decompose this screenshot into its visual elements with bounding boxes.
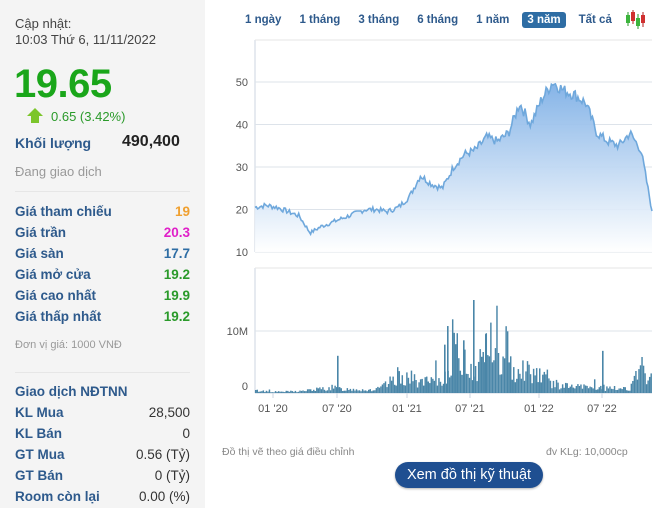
svg-text:40: 40 bbox=[236, 120, 248, 132]
svg-text:50: 50 bbox=[236, 77, 248, 89]
foreign-label: KL Bán bbox=[15, 426, 63, 441]
foreign-buy-value: GT Mua 0.56 (Tỷ) bbox=[15, 444, 190, 465]
stat-value: 19.9 bbox=[163, 288, 190, 303]
foreign-value: 0 (Tỷ) bbox=[154, 468, 190, 483]
svg-text:10: 10 bbox=[236, 247, 248, 259]
foreign-value: 0.00 (%) bbox=[138, 489, 190, 504]
stat-value: 19.2 bbox=[163, 267, 190, 282]
foreign-trading: Giao dịch NĐTNN KL Mua 28,500 KL Bán 0 G… bbox=[15, 381, 190, 507]
quote-summary-panel: Cập nhật: 10:03 Thứ 6, 11/11/2022 19.65 … bbox=[0, 0, 205, 508]
stat-ceiling-price: Giá trần 20.3 bbox=[15, 222, 190, 243]
chart-canvas[interactable]: 10 20 30 40 50 10M 0 01 '20 07 '20 01 '21 07 '21 01… bbox=[210, 36, 656, 422]
stat-reference-price: Giá tham chiếu 19 bbox=[15, 201, 190, 222]
foreign-buy-volume: KL Mua 28,500 bbox=[15, 402, 190, 423]
volume-unit-note: đv KLg: 10,000cp bbox=[546, 446, 628, 458]
svg-text:01 '20: 01 '20 bbox=[258, 403, 288, 415]
stat-value: 19 bbox=[174, 204, 190, 219]
foreign-value: 0.56 (Tỷ) bbox=[135, 447, 190, 462]
updated-label: Cập nhật: bbox=[15, 16, 72, 31]
svg-text:20: 20 bbox=[236, 205, 248, 217]
foreign-label: GT Mua bbox=[15, 447, 65, 462]
tab-1-year[interactable]: 1 năm bbox=[476, 14, 510, 26]
divider bbox=[15, 372, 190, 373]
stat-floor-price: Giá sàn 17.7 bbox=[15, 243, 190, 264]
svg-text:01 '22: 01 '22 bbox=[524, 403, 554, 415]
volume-label: Khối lượng bbox=[15, 135, 92, 151]
svg-text:10M: 10M bbox=[227, 326, 248, 338]
stat-value: 17.7 bbox=[163, 246, 190, 261]
svg-text:0: 0 bbox=[242, 381, 248, 393]
tab-3-months[interactable]: 3 tháng bbox=[358, 14, 400, 26]
volume-value: 490,400 bbox=[122, 133, 180, 150]
stat-value: 19.2 bbox=[163, 309, 190, 324]
foreign-sell-volume: KL Bán 0 bbox=[15, 423, 190, 444]
stat-label: Giá cao nhất bbox=[15, 288, 97, 303]
stat-value: 20.3 bbox=[163, 225, 190, 240]
foreign-room-remaining: Room còn lại 0.00 (%) bbox=[15, 486, 190, 507]
candlestick-icon[interactable] bbox=[625, 10, 647, 30]
stat-label: Giá mở cửa bbox=[15, 267, 91, 282]
svg-text:07 '20: 07 '20 bbox=[322, 403, 352, 415]
price-volume-chart[interactable]: 10 20 30 40 50 10M 0 01 '20 07 '20 01 '21 07 '21 01… bbox=[210, 36, 656, 422]
svg-text:07 '21: 07 '21 bbox=[455, 403, 485, 415]
price-change-value: 0.65 (3.42%) bbox=[51, 108, 126, 124]
foreign-sell-value: GT Bán 0 (Tỷ) bbox=[15, 465, 190, 486]
stat-label: Giá tham chiếu bbox=[15, 204, 112, 219]
price-change: 0.65 (3.42%) bbox=[27, 108, 125, 124]
stat-high-price: Giá cao nhất 19.9 bbox=[15, 285, 190, 306]
tab-6-months[interactable]: 6 tháng bbox=[417, 14, 459, 26]
updated-time: 10:03 Thứ 6, 11/11/2022 bbox=[15, 32, 156, 47]
tab-1-day[interactable]: 1 ngày bbox=[245, 14, 282, 26]
stat-label: Giá sàn bbox=[15, 246, 64, 261]
technical-chart-button[interactable]: Xem đồ thị kỹ thuật bbox=[395, 462, 543, 488]
foreign-value: 28,500 bbox=[148, 405, 190, 420]
price-stats: Giá tham chiếu 19 Giá trần 20.3 Giá sàn … bbox=[15, 201, 190, 327]
stat-low-price: Giá thấp nhất 19.2 bbox=[15, 306, 190, 327]
tab-3-years[interactable]: 3 năm bbox=[522, 12, 566, 28]
foreign-label: Room còn lại bbox=[15, 489, 100, 504]
trading-status: Đang giao dịch bbox=[15, 164, 102, 179]
tab-all[interactable]: Tất cả bbox=[578, 14, 612, 26]
arrow-up-icon bbox=[27, 108, 43, 124]
foreign-label: KL Mua bbox=[15, 405, 64, 420]
foreign-value: 0 bbox=[182, 426, 190, 441]
svg-text:07 '22: 07 '22 bbox=[587, 403, 617, 415]
price-unit-note: Đơn vị giá: 1000 VNĐ bbox=[15, 339, 122, 351]
range-tabs: 1 ngày 1 tháng 3 tháng 6 tháng 1 năm 3 n… bbox=[240, 10, 647, 30]
tab-1-month[interactable]: 1 tháng bbox=[299, 14, 341, 26]
divider bbox=[15, 191, 190, 192]
stat-open-price: Giá mở cửa 19.2 bbox=[15, 264, 190, 285]
stat-label: Giá trần bbox=[15, 225, 67, 240]
svg-text:01 '21: 01 '21 bbox=[392, 403, 422, 415]
svg-text:30: 30 bbox=[236, 162, 248, 174]
stat-label: Giá thấp nhất bbox=[15, 309, 102, 324]
foreign-label: GT Bán bbox=[15, 468, 64, 483]
adjusted-price-note: Đồ thị vẽ theo giá điều chỉnh bbox=[222, 446, 355, 458]
foreign-trading-title: Giao dịch NĐTNN bbox=[15, 384, 128, 399]
current-price: 19.65 bbox=[14, 62, 112, 106]
